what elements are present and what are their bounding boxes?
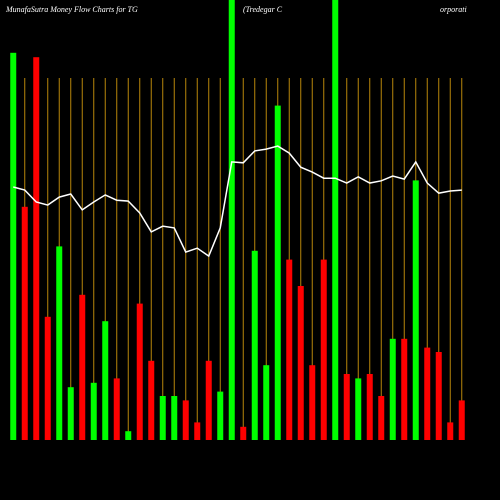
bar [67,387,74,440]
bar [44,316,51,440]
bar [194,422,201,440]
bar [79,294,86,440]
bar [205,360,212,440]
bar [366,374,373,440]
bar [159,396,166,440]
bar [33,57,40,440]
bar [286,259,293,440]
bar [56,246,63,440]
bar [113,378,120,440]
bar [217,391,224,440]
bar [21,206,28,440]
bar [309,365,316,440]
bar [171,396,178,440]
bar [355,378,362,440]
bar [274,105,281,440]
chart-title: MunafaSutra Money Flow Charts for TG [5,5,138,14]
bar [424,347,431,440]
bar [102,321,109,440]
bar [343,374,350,440]
bar [90,382,97,440]
bar [320,259,327,440]
bar [125,431,132,440]
bar [136,303,143,440]
bar [378,396,385,440]
bar [401,338,408,440]
bar [148,360,155,440]
bar [447,422,454,440]
bar [458,400,465,440]
bar [412,180,419,440]
bar [435,352,442,440]
bar [182,400,189,440]
bar [10,52,17,441]
bar [389,338,396,440]
bar [263,365,270,440]
money-flow-line [13,145,462,258]
bar [332,0,339,440]
chart-subtitle: (Tredegar C [243,5,283,14]
chart-subtitle-tail: orporati [440,5,467,14]
bar [297,286,304,440]
bar [228,0,235,440]
bar [251,250,258,440]
bar [240,426,247,440]
